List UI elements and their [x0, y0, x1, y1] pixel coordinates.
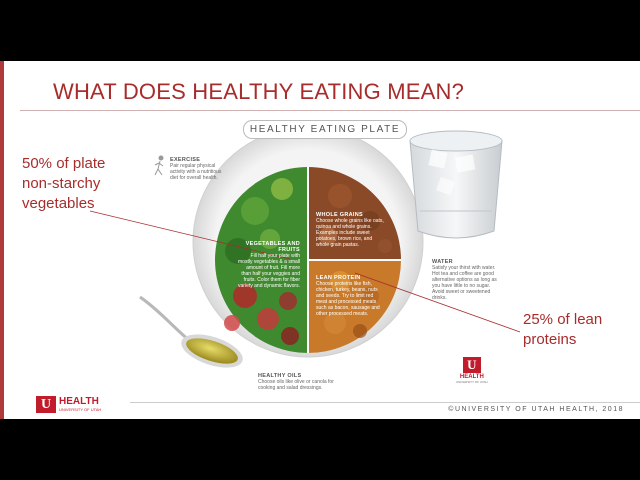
grains-note: WHOLE GRAINS Choose whole grains like oa…	[316, 212, 384, 248]
exercise-text: Pair regular physical activity with a nu…	[170, 163, 222, 181]
olive-oil-spoon	[139, 295, 243, 368]
grains-texture	[319, 184, 392, 253]
vegetables-text: Fill half your plate with mostly vegetab…	[238, 253, 300, 289]
exercise-title: EXERCISE	[170, 157, 201, 163]
protein-text: Choose proteins like fish, chicken, turk…	[316, 281, 380, 317]
water-glass	[409, 130, 503, 239]
callout-right-pointer	[354, 272, 521, 333]
vegetables-note: VEGETABLES AND FRUITS Fill half your pla…	[238, 241, 300, 289]
water-text: Satisfy your thirst with water. Hot tea …	[432, 265, 497, 301]
title-divider	[20, 110, 640, 111]
slide: WHAT DOES HEALTHY EATING MEAN?	[0, 61, 640, 419]
logo-subtext: UNIVERSITY OF UTAH	[59, 406, 102, 412]
oils-title: HEALTHY OILS	[258, 373, 302, 379]
small-logo-sub: UNIVERSITY OF UTAH	[456, 380, 488, 384]
callout-vegetables: 50% of plate non-starchy vegetables	[22, 155, 106, 212]
small-logo-text: HEALTH	[459, 374, 484, 380]
oils-text: Choose oils like olive or canola for coo…	[258, 379, 334, 391]
accent-bar	[0, 61, 4, 419]
logo-text: HEALTH	[59, 395, 99, 407]
copyright-text: ©UNIVERSITY OF UTAH HEALTH, 2018	[448, 406, 624, 413]
oils-note: HEALTHY OILS Choose oils like olive or c…	[258, 373, 338, 391]
protein-note: LEAN PROTEIN Choose proteins like fish, …	[316, 275, 384, 317]
footer-divider	[130, 402, 640, 403]
vegetable-texture	[224, 178, 299, 345]
protein-texture	[324, 271, 379, 338]
university-logo: U HEALTH UNIVERSITY OF UTAH	[36, 396, 101, 413]
protein-title: LEAN PROTEIN	[316, 275, 361, 281]
vegetables-title: VEGETABLES AND FRUITS	[245, 241, 300, 253]
exercise-note: EXERCISE Pair regular physical activity …	[170, 157, 230, 181]
slide-title: WHAT DOES HEALTHY EATING MEAN?	[53, 79, 465, 104]
healthy-plate-illustration	[89, 126, 521, 368]
healthy-eating-plate-badge: HEALTHY EATING PLATE	[243, 120, 407, 139]
water-title: WATER	[432, 259, 453, 265]
small-university-logo: U HEALTH UNIVERSITY OF UTAH	[456, 357, 488, 384]
callout-left-pointer	[89, 210, 291, 260]
small-logo-mark: U	[462, 357, 481, 373]
logo-mark: U	[36, 396, 56, 413]
grains-title: WHOLE GRAINS	[316, 212, 363, 218]
exercise-icon	[154, 155, 164, 176]
callout-proteins: 25% of lean proteins	[523, 311, 603, 348]
water-note: WATER Satisfy your thirst with water. Ho…	[432, 259, 498, 301]
grains-text: Choose whole grains like oats, quinoa an…	[316, 218, 384, 248]
